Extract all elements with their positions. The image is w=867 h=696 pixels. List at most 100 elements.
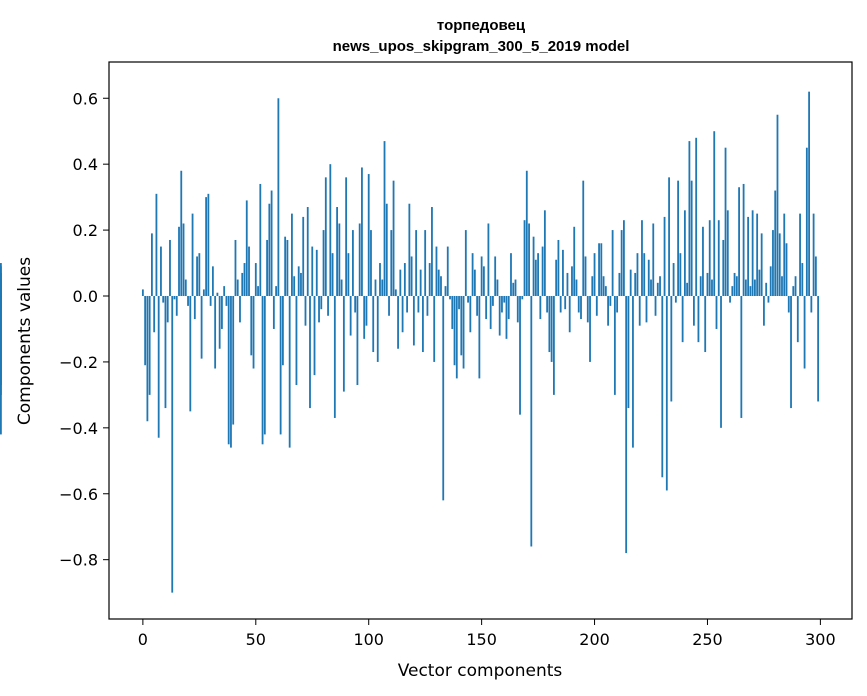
bar [530, 296, 533, 547]
bar [270, 190, 273, 297]
bar [406, 296, 409, 313]
y-tick-label: 0.6 [73, 89, 98, 108]
bar [672, 263, 675, 297]
bar [772, 230, 774, 297]
bar [180, 170, 183, 297]
bar [342, 296, 345, 392]
bar [643, 253, 646, 297]
bar [0, 296, 2, 395]
bar [593, 253, 596, 297]
bar [455, 296, 458, 379]
x-tick-label: 50 [246, 630, 266, 649]
bar [374, 279, 377, 297]
bar [169, 239, 171, 297]
bar [756, 213, 759, 297]
x-tick-label: 150 [466, 630, 497, 649]
chart-subtitle: news_upos_skipgram_300_5_2019 model [333, 38, 630, 55]
bar [751, 210, 754, 297]
bar [742, 183, 745, 297]
bar [546, 296, 549, 313]
bar [239, 296, 241, 323]
bar [365, 296, 368, 326]
bar [193, 296, 196, 320]
bar [286, 239, 289, 297]
bar [376, 296, 379, 362]
bar [288, 296, 291, 448]
bar [512, 282, 515, 297]
bar [781, 276, 783, 297]
bar [650, 279, 652, 297]
bar [620, 230, 623, 297]
bar [338, 223, 341, 297]
bar [381, 279, 384, 297]
bar [539, 296, 542, 320]
bar [584, 256, 587, 297]
bar [523, 220, 526, 297]
bar [315, 249, 318, 297]
y-axis-label: Components values [15, 257, 35, 425]
bar [175, 296, 178, 316]
bar [415, 230, 418, 297]
bar [713, 131, 716, 297]
bar [449, 296, 451, 300]
bar [521, 296, 524, 300]
bar [306, 207, 309, 297]
bar [232, 296, 235, 425]
bar [510, 253, 512, 297]
bar [397, 296, 399, 349]
bar [810, 296, 813, 313]
bar [708, 220, 711, 297]
bar [528, 223, 530, 297]
bar [437, 269, 440, 297]
bar [467, 296, 469, 303]
bar [720, 296, 722, 428]
bar [275, 286, 278, 297]
bar [151, 233, 153, 297]
bar [541, 246, 544, 297]
bar [320, 296, 323, 310]
bar [790, 296, 792, 409]
bar [496, 279, 499, 297]
bar [670, 296, 673, 402]
y-tick-label: −0.4 [59, 419, 98, 438]
bar [184, 279, 187, 297]
bar [295, 296, 298, 385]
bar [812, 213, 815, 297]
bar [422, 296, 424, 353]
bar [765, 282, 768, 297]
bar [399, 269, 402, 297]
bar [769, 266, 772, 297]
bar [252, 296, 255, 369]
bar [248, 246, 250, 297]
bar [485, 296, 488, 320]
bar [686, 282, 689, 297]
bar [706, 272, 709, 297]
bar [379, 263, 381, 297]
bar [753, 279, 756, 297]
bar [659, 276, 661, 297]
bar [582, 180, 585, 297]
bar [555, 259, 558, 297]
bar [200, 296, 203, 359]
bar [516, 296, 519, 323]
bar [473, 269, 476, 297]
bar [550, 296, 553, 362]
bar [446, 246, 449, 297]
bar [424, 230, 427, 297]
bar [277, 98, 280, 297]
bar [573, 226, 576, 297]
x-tick-label: 100 [353, 630, 384, 649]
bar [733, 272, 736, 297]
bar [401, 296, 404, 333]
bar [731, 286, 734, 297]
bar [794, 276, 797, 297]
bar [471, 253, 474, 297]
bar [297, 266, 300, 297]
bar [318, 296, 320, 323]
bar [223, 286, 226, 297]
bar [148, 296, 151, 395]
bar [178, 226, 180, 297]
bar [187, 296, 189, 306]
bar [464, 230, 467, 297]
bar [805, 147, 808, 297]
